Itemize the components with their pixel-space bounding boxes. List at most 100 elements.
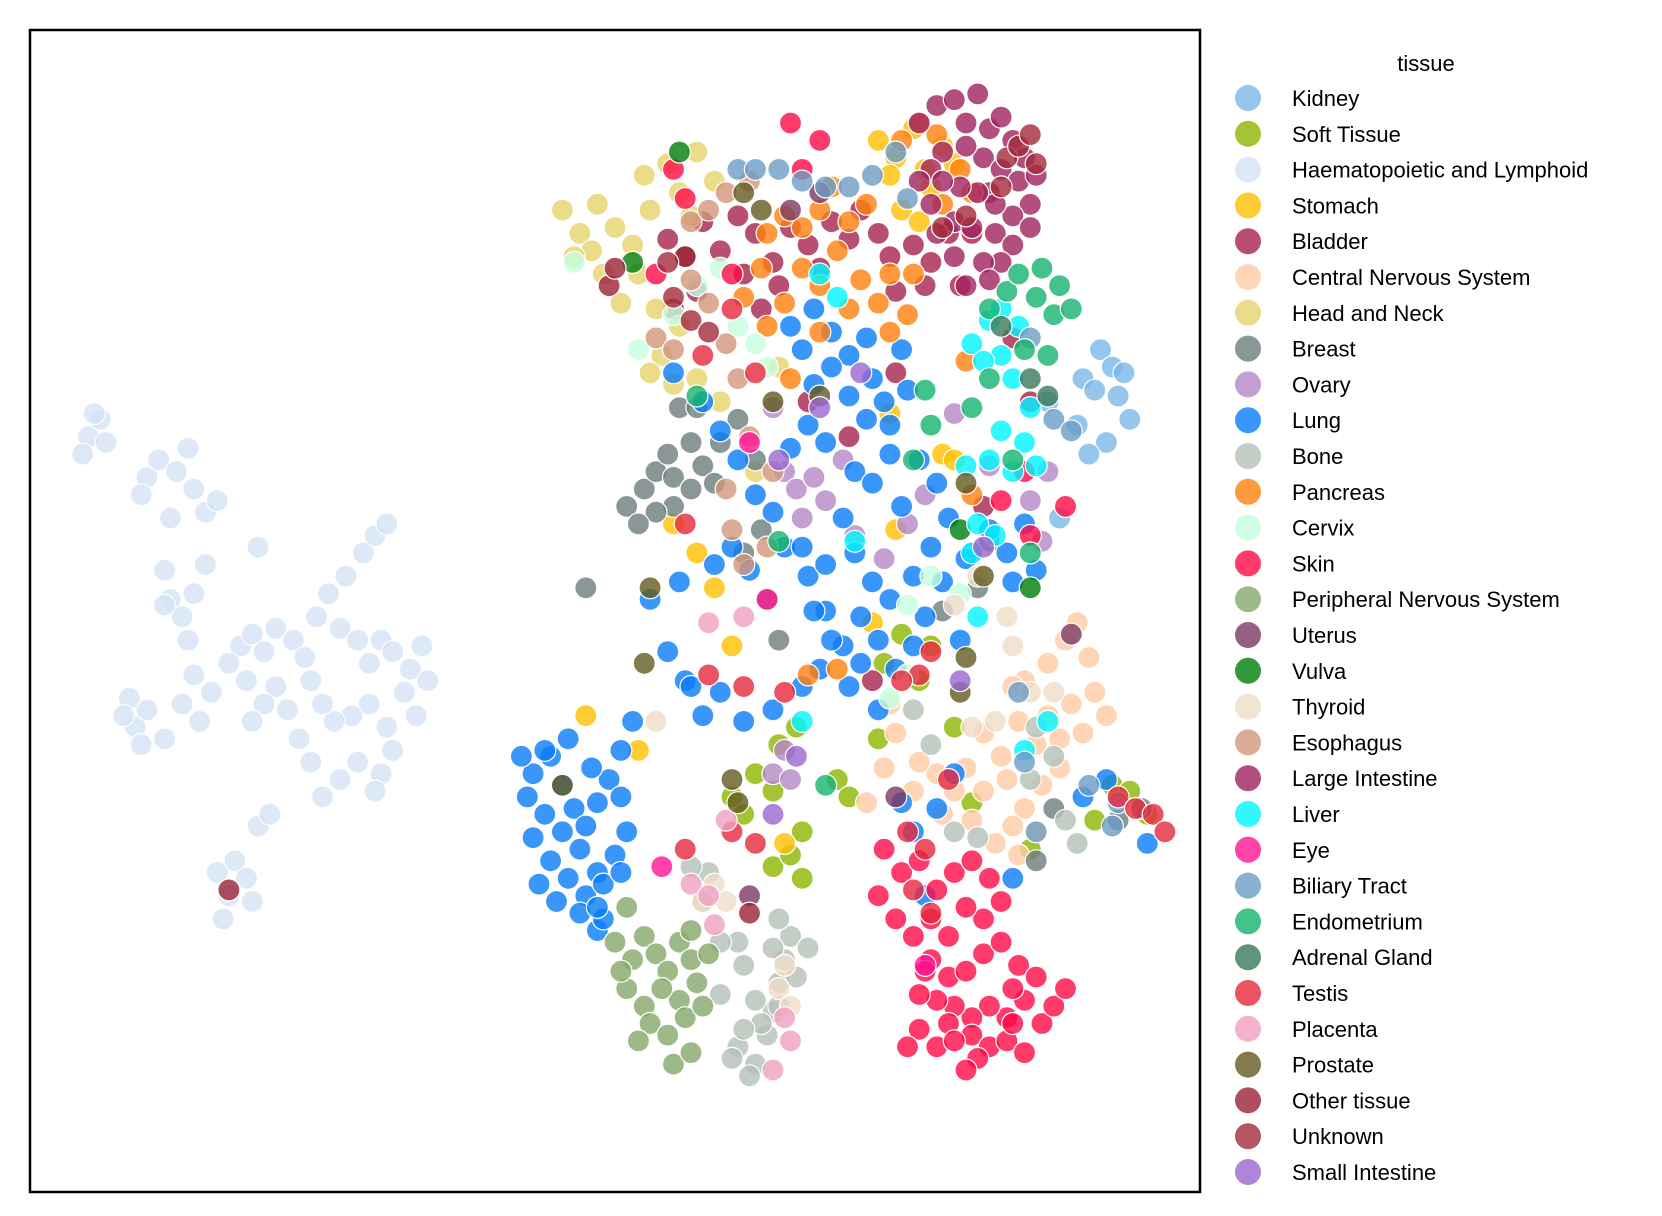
data-point	[895, 1035, 920, 1059]
data-point	[673, 512, 697, 536]
series-liver	[790, 262, 1060, 763]
data-point	[936, 924, 961, 949]
data-point	[696, 942, 721, 966]
data-point	[819, 628, 844, 652]
data-point	[357, 651, 381, 675]
data-point	[1036, 651, 1060, 675]
data-point	[966, 825, 990, 850]
data-point	[743, 988, 768, 1012]
data-point	[1024, 454, 1048, 478]
data-point	[942, 593, 966, 617]
data-point	[603, 256, 627, 280]
data-point	[913, 837, 937, 861]
data-point	[732, 181, 756, 205]
data-point	[1042, 407, 1066, 431]
data-point	[919, 901, 943, 925]
data-point	[726, 407, 750, 431]
data-point	[1001, 448, 1025, 472]
data-point	[737, 430, 762, 455]
data-point	[1012, 750, 1037, 774]
data-point	[252, 640, 276, 664]
data-point	[761, 802, 785, 826]
data-point	[790, 820, 814, 844]
data-point	[205, 860, 229, 885]
data-point	[609, 291, 633, 315]
legend-marker	[1235, 443, 1261, 469]
legend-marker	[1235, 1051, 1261, 1078]
data-point	[919, 564, 943, 588]
data-point	[1118, 407, 1142, 431]
data-point	[568, 837, 592, 861]
data-point	[971, 564, 996, 588]
data-point	[837, 425, 861, 449]
data-point	[410, 634, 434, 658]
data-point	[176, 628, 200, 652]
data-point	[1059, 622, 1083, 646]
data-point	[790, 338, 814, 362]
data-point	[772, 953, 797, 978]
data-point	[808, 320, 832, 344]
data-point	[901, 878, 926, 902]
data-point	[948, 669, 972, 693]
data-point	[895, 186, 920, 211]
data-point	[673, 1006, 697, 1030]
series-haematopoietic-and-lymphoid	[71, 401, 440, 931]
series-small-intestine	[761, 361, 996, 826]
data-point	[416, 669, 440, 693]
data-point	[281, 628, 305, 652]
data-point	[1094, 430, 1119, 455]
data-point	[954, 959, 978, 983]
data-point	[749, 198, 773, 222]
data-point	[954, 895, 978, 919]
data-point	[632, 163, 656, 187]
data-point	[644, 709, 668, 734]
legend-marker	[1235, 299, 1261, 326]
data-point	[217, 878, 241, 902]
data-point	[772, 1006, 797, 1030]
data-point	[579, 756, 604, 780]
series-central-nervous-system	[854, 610, 1119, 867]
data-point	[767, 628, 791, 652]
data-point	[1094, 703, 1119, 728]
data-point	[620, 709, 645, 734]
data-point	[1036, 384, 1060, 408]
data-point	[790, 506, 814, 530]
data-point	[989, 419, 1013, 443]
data-point	[878, 262, 902, 286]
data-point	[913, 605, 937, 629]
data-point	[685, 384, 709, 408]
data-point	[919, 250, 943, 274]
data-point	[1042, 994, 1066, 1018]
legend-marker	[1235, 693, 1261, 720]
data-point	[357, 692, 381, 716]
data-point	[966, 605, 990, 629]
data-point	[1112, 361, 1136, 385]
data-point	[1018, 541, 1042, 565]
data-point	[1042, 680, 1066, 704]
data-point	[761, 1058, 785, 1082]
data-point	[644, 942, 668, 966]
data-point	[574, 814, 598, 838]
data-point	[1012, 1040, 1037, 1065]
legend-label: Eye	[1292, 838, 1330, 863]
data-point	[849, 605, 873, 629]
legend-label: Bladder	[1292, 229, 1368, 254]
data-point	[872, 390, 896, 414]
data-point	[1006, 262, 1031, 286]
data-point	[720, 262, 744, 286]
legend-title: tissue	[1397, 51, 1454, 76]
series-biliary-tract	[726, 140, 1130, 844]
data-point	[895, 820, 920, 844]
legend-label: Head and Neck	[1292, 301, 1445, 326]
data-point	[720, 634, 744, 658]
data-point	[252, 692, 276, 716]
data-point	[714, 808, 738, 832]
data-point	[837, 674, 861, 699]
data-point	[989, 175, 1013, 199]
data-point	[843, 460, 867, 484]
data-point	[872, 837, 896, 861]
data-point	[784, 477, 809, 501]
data-point	[615, 820, 639, 844]
data-point	[1106, 785, 1130, 809]
